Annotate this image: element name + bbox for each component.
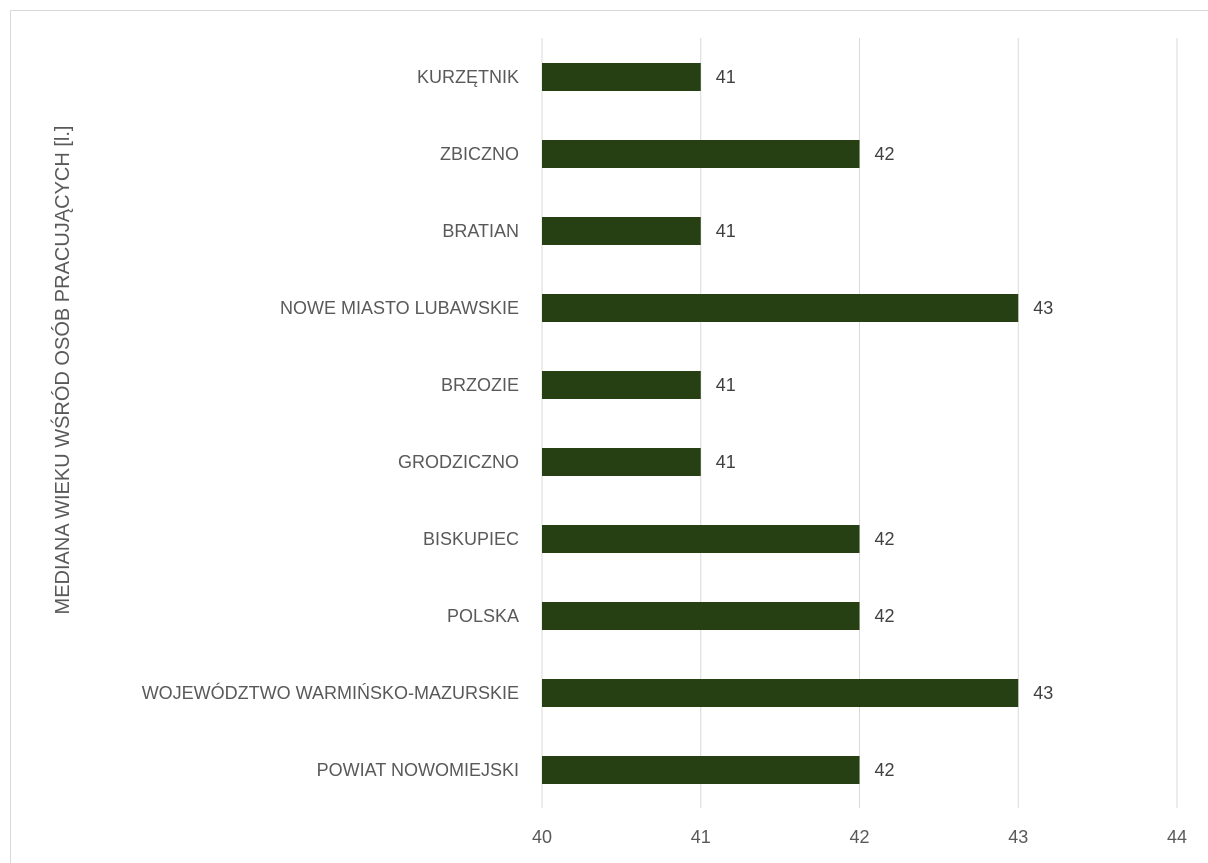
bar: [542, 371, 701, 399]
x-tick-label: 42: [849, 827, 869, 847]
bar: [542, 602, 860, 630]
data-label: 42: [875, 529, 895, 549]
data-label: 42: [875, 760, 895, 780]
category-label: WOJEWÓDZTWO WARMIŃSKO-MAZURSKIE: [142, 682, 519, 703]
data-label: 42: [875, 606, 895, 626]
bar: [542, 140, 860, 168]
bar: [542, 525, 860, 553]
category-label: KURZĘTNIK: [417, 67, 519, 87]
data-label: 41: [716, 452, 736, 472]
category-label: BRATIAN: [442, 221, 519, 241]
bar: [542, 448, 701, 476]
x-tick-label: 44: [1167, 827, 1187, 847]
category-label: POLSKA: [447, 606, 519, 626]
x-tick-label: 43: [1008, 827, 1028, 847]
data-label: 43: [1033, 298, 1053, 318]
data-label: 43: [1033, 683, 1053, 703]
x-tick-label: 41: [691, 827, 711, 847]
y-axis-title: MEDIANA WIEKU WŚRÓD OSÓB PRACUJĄCYCH [l.…: [50, 126, 74, 615]
bar: [542, 217, 701, 245]
data-label: 42: [875, 144, 895, 164]
bar: [542, 679, 1019, 707]
category-label: POWIAT NOWOMIEJSKI: [317, 760, 519, 780]
bar: [542, 294, 1019, 322]
bar: [542, 756, 860, 784]
data-label: 41: [716, 375, 736, 395]
x-tick-label: 40: [532, 827, 552, 847]
category-label: GRODZICZNO: [398, 452, 519, 472]
category-label: BRZOZIE: [441, 375, 519, 395]
category-label: ZBICZNO: [440, 144, 519, 164]
bar: [542, 63, 701, 91]
category-label: BISKUPIEC: [423, 529, 519, 549]
data-label: 41: [716, 221, 736, 241]
category-label: NOWE MIASTO LUBAWSKIE: [280, 298, 519, 318]
data-label: 41: [716, 67, 736, 87]
